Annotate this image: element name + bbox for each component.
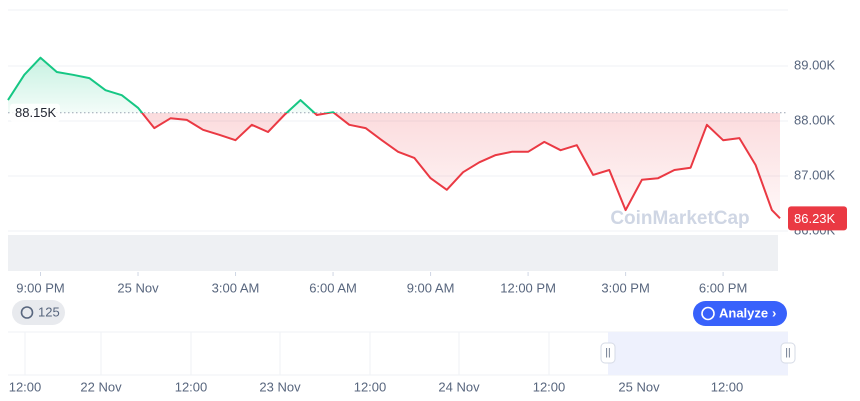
nav-label: 22 Nov <box>80 379 122 394</box>
history-pill[interactable]: 125 <box>12 300 65 325</box>
history-icon <box>20 306 34 319</box>
analyze-label: Analyze <box>719 305 768 320</box>
y-tick-label: 89.00K <box>794 57 836 72</box>
nav-label: 12:00 <box>354 379 387 394</box>
nav-label: 12:00 <box>711 379 744 394</box>
x-tick-label: 12:00 PM <box>500 280 556 295</box>
nav-label: 12:00 <box>533 379 566 394</box>
price-area <box>8 57 780 219</box>
last-price-bg <box>788 206 847 231</box>
last-price-label: 86.23K <box>794 211 836 226</box>
nav-label: 12:00 <box>175 379 208 394</box>
nav-handle[interactable] <box>780 342 796 364</box>
history-count: 125 <box>38 304 60 319</box>
x-tick-label: 9:00 PM <box>16 280 64 295</box>
nav-handle[interactable] <box>600 342 616 364</box>
nav-label: 23 Nov <box>259 379 301 394</box>
price-line <box>7 56 781 220</box>
volume-band <box>8 235 778 271</box>
y-tick-label: 88.00K <box>794 112 836 127</box>
analyze-icon <box>701 306 715 321</box>
x-tick-label: 3:00 PM <box>601 280 649 295</box>
nav-selection[interactable] <box>608 332 788 375</box>
watermark: CoinMarketCap <box>610 208 749 229</box>
baseline-label: 88.15K <box>15 105 57 120</box>
nav-label: 25 Nov <box>618 379 660 394</box>
x-tick-label: 6:00 PM <box>699 280 747 295</box>
analyze-button[interactable]: Analyze › <box>693 301 787 326</box>
baseline-label-bg <box>10 103 60 122</box>
nav-label: 12:00 <box>9 379 42 394</box>
handle-grip: || <box>605 348 610 359</box>
pill-bg[interactable] <box>12 300 65 325</box>
nav-label: 24 Nov <box>438 379 480 394</box>
x-tick-label: 6:00 AM <box>309 280 357 295</box>
button-bg[interactable] <box>693 301 787 326</box>
y-tick-label: 87.00K <box>794 167 836 182</box>
chevron: › <box>772 305 776 320</box>
navigator: || || <box>8 331 796 376</box>
handle-grip: || <box>785 348 790 359</box>
x-tick-label: 9:00 AM <box>407 280 455 295</box>
x-tick-label: 25 Nov <box>117 280 159 295</box>
x-tick-label: 3:00 AM <box>212 280 260 295</box>
